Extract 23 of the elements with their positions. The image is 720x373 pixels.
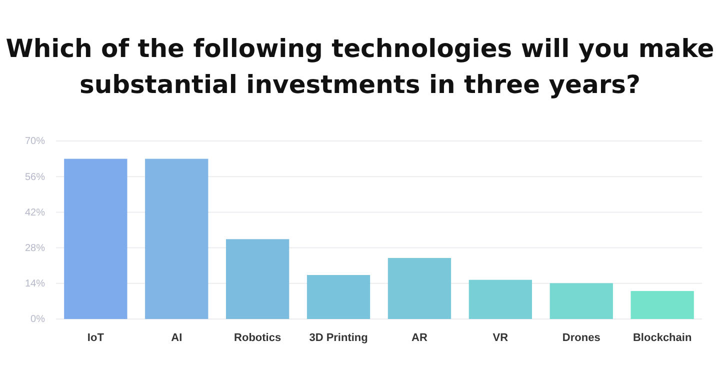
x-tick-label: Blockchain [632, 332, 692, 344]
bar [306, 275, 370, 319]
x-tick-label: IoT [87, 332, 104, 344]
bar [226, 239, 290, 319]
y-tick-label: 42% [24, 207, 46, 218]
y-tick-label: 28% [24, 243, 46, 254]
bar [64, 158, 128, 319]
bar [550, 283, 613, 319]
y-tick-label: 70% [24, 136, 46, 148]
x-tick-label: AI [171, 332, 182, 344]
bar [630, 291, 694, 319]
y-tick-label: 14% [24, 278, 46, 290]
y-tick-label: 0% [30, 314, 46, 326]
x-tick-label: Robotics [234, 332, 282, 344]
bar [145, 158, 208, 319]
chart-title: Which of the following technologies will you make substantial investments in three years? [6, 34, 714, 99]
y-tick-label: 56% [24, 172, 46, 183]
x-tick-label: AR [412, 332, 428, 344]
bar [468, 280, 532, 319]
bar [388, 258, 452, 319]
x-tick-label: Drones [562, 332, 600, 344]
x-tick-label: 3D Printing [309, 332, 368, 344]
x-tick-label: VR [492, 332, 508, 344]
